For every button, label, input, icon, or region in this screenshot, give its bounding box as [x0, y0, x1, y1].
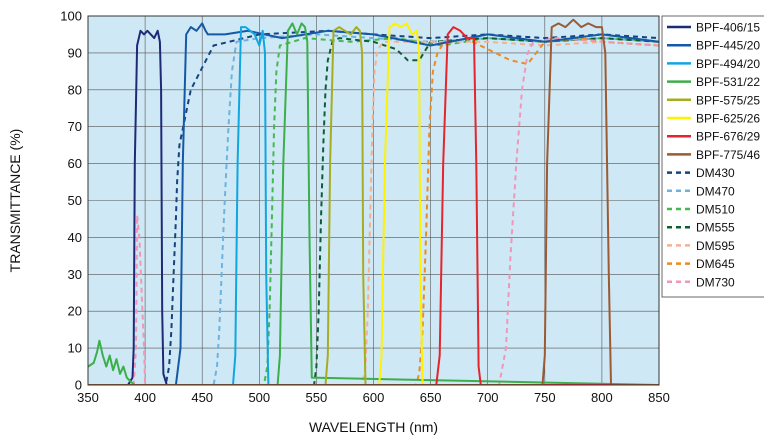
legend: BPF-406/15 BPF-445/20 BPF-494/20 BPF-531/22…: [661, 15, 764, 298]
x-tick-label: 350: [77, 390, 99, 405]
legend-label: DM595: [696, 239, 735, 253]
x-tick-labels: 350 400 450 500 550 600 650 700 750 800 850: [77, 390, 670, 405]
y-tick-label: 70: [68, 119, 82, 134]
series-line-dm470: [88, 33, 659, 385]
plot-frame: [87, 15, 660, 386]
x-tick-label: 500: [248, 390, 270, 405]
y-tick-label: 80: [68, 82, 82, 97]
legend-label: BPF-625/26: [696, 112, 760, 126]
x-tick-label: 800: [591, 390, 613, 405]
x-tick-label: 600: [363, 390, 385, 405]
y-tick-label: 30: [68, 267, 82, 282]
x-axis-title: WAVELENGTH (nm): [309, 419, 438, 435]
series-line-bpf-494-20: [88, 26, 659, 385]
legend-label: DM645: [696, 257, 735, 271]
y-tick-label: 60: [68, 156, 82, 171]
x-tick-label: 650: [420, 390, 442, 405]
y-tick-label: 10: [68, 341, 82, 356]
legend-label: DM555: [696, 221, 735, 235]
y-tick-label: 40: [68, 230, 82, 245]
legend-label: DM430: [696, 166, 735, 180]
legend-label: BPF-575/25: [696, 93, 760, 107]
series-lines: [88, 18, 659, 385]
series-line-bpf-531-22: [88, 22, 659, 385]
y-tick-label: 0: [75, 378, 82, 393]
legend-label: DM510: [696, 203, 735, 217]
x-tick-label: 550: [306, 390, 328, 405]
legend-label: BPF-676/29: [696, 130, 760, 144]
y-tick-label: 50: [68, 193, 82, 208]
y-tick-label: 90: [68, 45, 82, 60]
legend-label: BPF-775/46: [696, 148, 760, 162]
x-tick-label: 450: [191, 390, 213, 405]
series-line-dm430: [88, 29, 659, 385]
legend-label: BPF-531/22: [696, 75, 760, 89]
legend-label: BPF-494/20: [696, 57, 760, 71]
legend-label: BPF-445/20: [696, 39, 760, 53]
series-line-bpf-406-15: [88, 29, 659, 385]
series-line-bpf-575-25: [88, 26, 659, 385]
legend-label: DM470: [696, 184, 735, 198]
series-line-dm595: [88, 40, 659, 385]
x-tick-label: 700: [477, 390, 499, 405]
series-line-bpf-625-26: [88, 22, 659, 385]
series-line-bpf-775-46: [88, 18, 659, 385]
series-line-dm555: [88, 37, 659, 385]
y-tick-labels: 0 10 20 30 40 50 60 70 80 90 100: [60, 9, 82, 393]
x-tick-label: 850: [648, 390, 670, 405]
legend-label: BPF-406/15: [696, 21, 760, 35]
x-tick-label: 750: [534, 390, 556, 405]
series-line-bpf-676-29: [88, 26, 659, 385]
x-tick-label: 400: [134, 390, 156, 405]
y-tick-label: 20: [68, 304, 82, 319]
y-axis-title: TRANSMITTANCE (%): [7, 129, 23, 273]
legend-label: DM730: [696, 275, 735, 289]
y-tick-label: 100: [60, 9, 82, 24]
